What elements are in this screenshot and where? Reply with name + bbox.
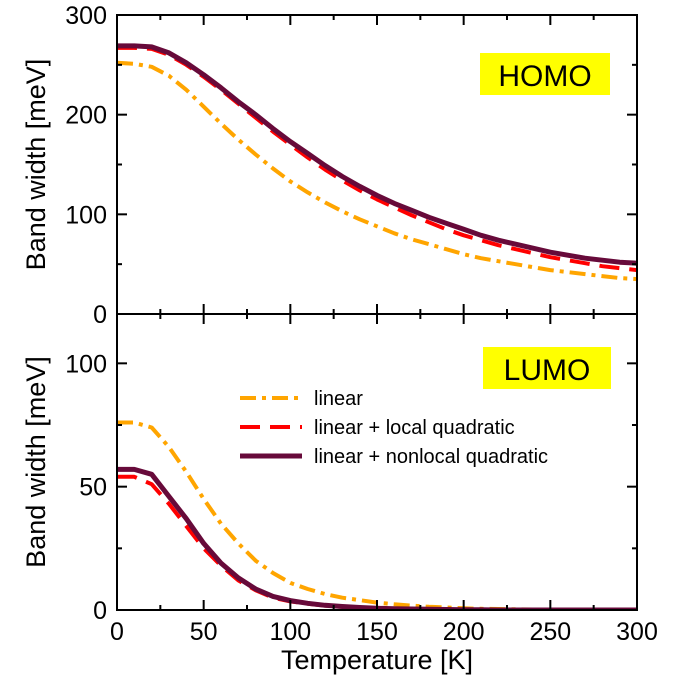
- y-axis-title: Band width [meV]: [21, 59, 51, 271]
- x-tick-label: 150: [356, 618, 398, 646]
- x-tick-label: 300: [616, 618, 658, 646]
- y-tick-label: 100: [65, 201, 107, 229]
- x-tick-label: 200: [443, 618, 485, 646]
- y-tick-label: 300: [65, 2, 107, 30]
- x-tick-label: 250: [529, 618, 571, 646]
- x-tick-label: 0: [110, 618, 124, 646]
- panel-tag-label: LUMO: [504, 354, 591, 387]
- panel-tag-background: [480, 53, 610, 95]
- series-line-linear-nonlocal-quadratic-homo: [117, 43, 637, 266]
- y-tick-label: 200: [65, 102, 107, 130]
- y-tick-label: 100: [65, 350, 107, 378]
- y-tick-label: 0: [93, 597, 107, 625]
- x-tick-label: 50: [190, 618, 218, 646]
- legend-label: linear + local quadratic: [314, 417, 515, 439]
- legend-label: linear + nonlocal quadratic: [314, 446, 548, 468]
- y-tick-label: 0: [93, 301, 107, 329]
- panel-tag-label: HOMO: [498, 60, 591, 93]
- x-tick-label: 100: [269, 618, 311, 646]
- series-line-linear-local-quadratic-lumo: [117, 474, 637, 610]
- y-tick-label: 50: [79, 474, 107, 502]
- legend-label: linear: [314, 388, 363, 410]
- panel-tag-background: [483, 347, 611, 389]
- panel-homo: 0 100 200 300 Band width [meV] HOMO: [21, 2, 638, 329]
- panel-lumo: 0 50 100 Band width [meV] LUMO: [21, 313, 638, 625]
- legend: linear linear + local quadratic linear + n…: [240, 388, 548, 468]
- x-axis-title: Temperature [K]: [281, 645, 473, 675]
- y-axis-title: Band width [meV]: [21, 356, 51, 568]
- series-line-linear-homo: [117, 60, 637, 282]
